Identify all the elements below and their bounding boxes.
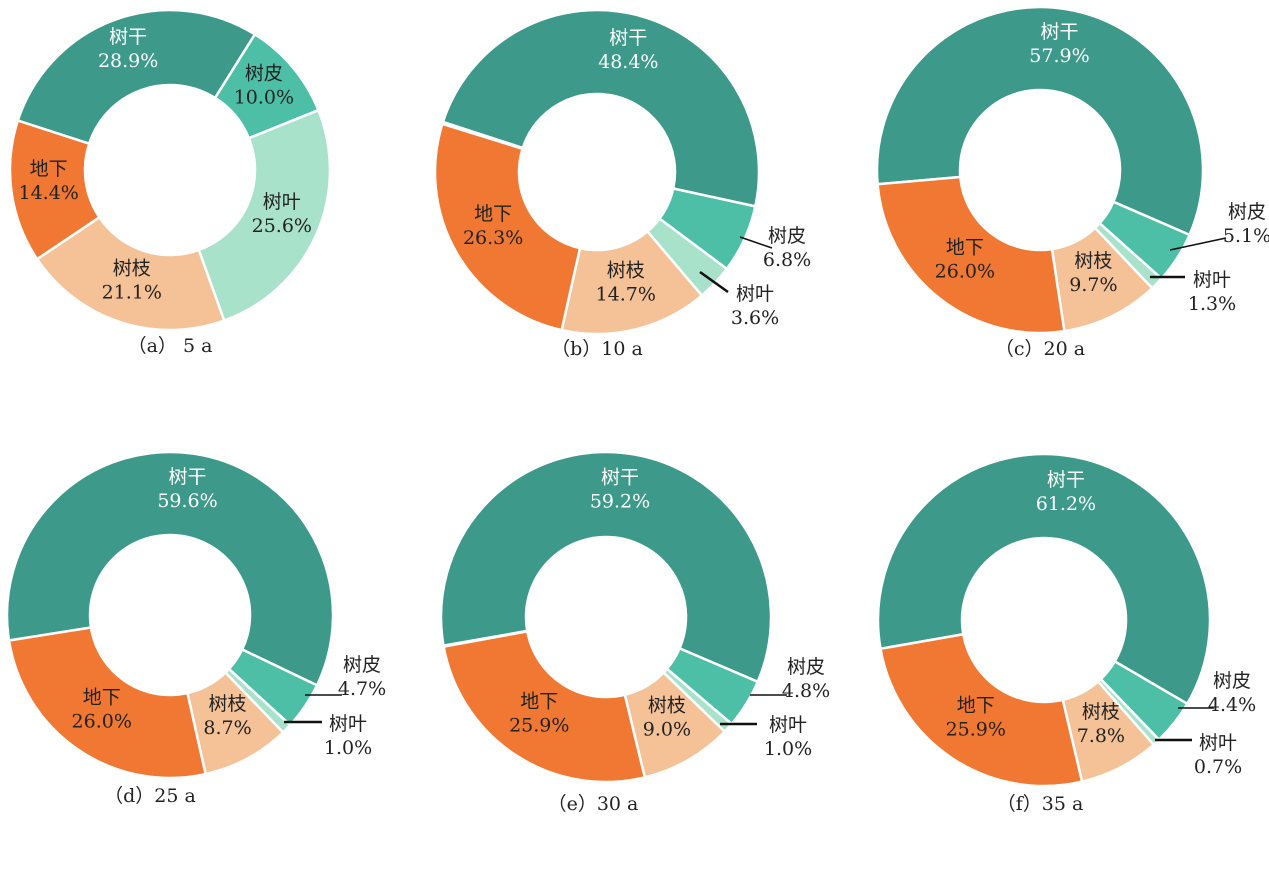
subplot-caption: （a） 5 a bbox=[128, 335, 213, 357]
slice-category-label: 树叶 bbox=[329, 713, 367, 735]
donut-slice bbox=[197, 108, 332, 323]
slice-percent-label: 4.4% bbox=[1208, 694, 1256, 716]
donut-slice bbox=[875, 5, 1205, 237]
slice-percent-label: 26.0% bbox=[935, 260, 995, 282]
slice-percent-label: 25.9% bbox=[509, 715, 569, 737]
slice-percent-label: 57.9% bbox=[1029, 45, 1089, 67]
subplot-caption: （f）35 a bbox=[997, 793, 1084, 815]
slice-category-label: 地下 bbox=[83, 686, 121, 708]
slice-percent-label: 48.4% bbox=[598, 51, 658, 73]
leader-line bbox=[699, 270, 729, 294]
slice-percent-label: 5.1% bbox=[1223, 225, 1269, 247]
slice-percent-label: 4.7% bbox=[338, 678, 386, 700]
slice-percent-label: 28.9% bbox=[98, 50, 158, 72]
subplot-caption: （c）20 a bbox=[995, 338, 1085, 360]
slice-percent-label: 0.7% bbox=[1194, 756, 1242, 778]
slice-percent-label: 26.0% bbox=[72, 710, 132, 732]
slice-category-label: 树叶 bbox=[769, 714, 807, 736]
slice-category-label: 树枝 bbox=[209, 693, 247, 715]
slice-percent-label: 26.3% bbox=[463, 227, 523, 249]
slice-percent-label: 7.8% bbox=[1077, 725, 1125, 747]
slice-percent-label: 4.8% bbox=[782, 680, 830, 702]
slice-percent-label: 1.0% bbox=[764, 738, 812, 760]
slice-category-label: 树枝 bbox=[648, 694, 686, 716]
slice-category-label: 地下 bbox=[474, 203, 512, 225]
slice-percent-label: 10.0% bbox=[234, 86, 294, 108]
slice-category-label: 树叶 bbox=[1193, 269, 1231, 291]
donut-slice bbox=[16, 8, 257, 146]
subplot-caption: （e）30 a bbox=[548, 793, 639, 815]
slice-category-label: 树干 bbox=[1047, 469, 1085, 491]
slice-category-label: 地下 bbox=[520, 691, 558, 713]
slice-category-label: 树干 bbox=[1040, 21, 1078, 43]
slice-category-label: 树皮 bbox=[768, 225, 806, 247]
donut-slice bbox=[439, 450, 773, 684]
slice-percent-label: 59.2% bbox=[590, 490, 650, 512]
slice-category-label: 地下 bbox=[30, 158, 68, 180]
slice-category-label: 树皮 bbox=[787, 656, 825, 678]
donut-slice bbox=[879, 632, 1084, 788]
slice-category-label: 树枝 bbox=[607, 260, 645, 282]
slice-percent-label: 25.9% bbox=[946, 719, 1006, 741]
slice-category-label: 树皮 bbox=[1228, 201, 1266, 223]
donut-slice bbox=[35, 215, 226, 332]
slice-category-label: 树干 bbox=[609, 27, 647, 49]
slice-percent-label: 21.1% bbox=[102, 281, 162, 303]
donut-slice bbox=[442, 629, 647, 784]
slice-category-label: 地下 bbox=[957, 695, 995, 717]
leader-line bbox=[739, 236, 773, 249]
slice-category-label: 树皮 bbox=[245, 62, 283, 84]
slice-category-label: 树干 bbox=[601, 466, 639, 488]
slice-percent-label: 14.7% bbox=[596, 284, 656, 306]
slice-category-label: 树皮 bbox=[1213, 670, 1251, 692]
slice-percent-label: 6.8% bbox=[763, 249, 811, 271]
slice-category-label: 树叶 bbox=[1199, 732, 1237, 754]
subplot-caption: （b）10 a bbox=[551, 338, 643, 360]
leader-line bbox=[1169, 237, 1227, 251]
subplot-caption: （d）25 a bbox=[104, 785, 196, 807]
donut-slice bbox=[876, 452, 1212, 706]
slice-percent-label: 8.7% bbox=[203, 717, 251, 739]
slice-category-label: 树枝 bbox=[1082, 701, 1120, 723]
slice-category-label: 树枝 bbox=[113, 257, 151, 279]
slice-category-label: 树干 bbox=[109, 26, 147, 48]
slice-percent-label: 9.7% bbox=[1069, 274, 1117, 296]
slice-percent-label: 3.6% bbox=[731, 307, 779, 329]
slice-percent-label: 59.6% bbox=[157, 490, 217, 512]
donut-slice bbox=[8, 118, 102, 261]
slice-percent-label: 1.3% bbox=[1188, 293, 1236, 315]
donut-slice bbox=[433, 122, 582, 332]
slice-category-label: 地下 bbox=[946, 236, 984, 258]
slice-percent-label: 9.0% bbox=[643, 718, 691, 740]
donut-slice bbox=[876, 175, 1066, 335]
donut-slice bbox=[560, 229, 704, 336]
slice-percent-label: 1.0% bbox=[324, 737, 372, 759]
slice-category-label: 树叶 bbox=[736, 283, 774, 305]
slice-percent-label: 25.6% bbox=[252, 215, 312, 237]
donut-slice bbox=[7, 626, 208, 780]
slice-percent-label: 61.2% bbox=[1036, 493, 1096, 515]
slice-category-label: 树皮 bbox=[343, 654, 381, 676]
donut-slice bbox=[441, 8, 761, 208]
slice-category-label: 树枝 bbox=[1074, 250, 1112, 272]
slice-percent-label: 14.4% bbox=[18, 182, 78, 204]
slice-category-label: 树叶 bbox=[263, 191, 301, 213]
slice-category-label: 树干 bbox=[168, 466, 206, 488]
